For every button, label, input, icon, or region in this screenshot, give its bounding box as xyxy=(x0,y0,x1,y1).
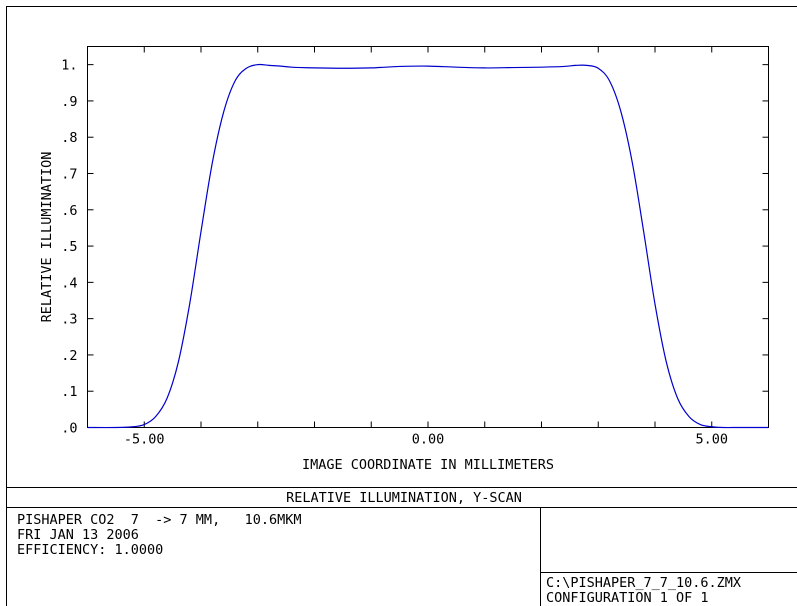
y-tick-label-0: .0 xyxy=(61,421,77,437)
y-axis-ticks xyxy=(87,64,769,428)
footer-info-line-3: EFFICIENCY: 1.0000 xyxy=(17,542,163,558)
y-tick-label-6: .6 xyxy=(61,203,77,219)
x-axis-label: IMAGE COORDINATE IN MILLIMETERS xyxy=(302,457,554,473)
y-tick-label-3: .3 xyxy=(61,312,77,328)
plot-frame xyxy=(87,46,769,428)
y-axis-tick-labels: .0 .1 .2 .3 .4 .5 .6 .7 .8 .9 1. xyxy=(61,58,77,437)
y-tick-label-8: .8 xyxy=(61,130,77,146)
x-tick-label-1: 0.00 xyxy=(412,432,445,448)
outer-border xyxy=(6,6,797,606)
x-tick-label-0: -5.00 xyxy=(124,432,165,448)
x-axis-tick-labels: -5.00 0.00 5.00 xyxy=(124,432,728,448)
y-tick-label-1: .1 xyxy=(61,384,77,400)
footer-file-path: C:\PISHAPER_7_7_10.6.ZMX xyxy=(546,575,741,591)
y-axis-label: RELATIVE ILLUMINATION xyxy=(39,152,55,323)
footer-configuration: CONFIGURATION 1 OF 1 xyxy=(546,590,709,606)
plot-area: -5.00 0.00 5.00 .0 .1 .2 .3 .4 .5 .6 .7 .8 .9 1. xyxy=(61,46,769,448)
y-tick-label-7: .7 xyxy=(61,167,77,183)
series-line xyxy=(87,63,769,429)
y-tick-label-5: .5 xyxy=(61,239,77,255)
y-tick-label-4: .4 xyxy=(61,275,77,291)
x-axis-ticks xyxy=(143,46,713,428)
x-tick-label-2: 5.00 xyxy=(695,432,728,448)
footer-info-line-1: PISHAPER CO2 7 -> 7 MM, 10.6MKM xyxy=(17,512,301,528)
y-tick-label-2: .2 xyxy=(61,348,77,364)
y-tick-label-10: 1. xyxy=(61,58,77,74)
footer-title: RELATIVE ILLUMINATION, Y-SCAN xyxy=(286,490,522,506)
footer-info-line-2: FRI JAN 13 2006 xyxy=(17,527,139,543)
y-tick-label-9: .9 xyxy=(61,94,77,110)
